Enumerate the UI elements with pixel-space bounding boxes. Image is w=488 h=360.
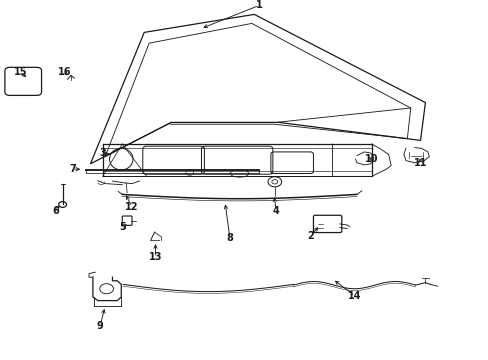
Text: 9: 9 (97, 321, 103, 331)
Text: 10: 10 (364, 154, 378, 164)
Text: 11: 11 (413, 158, 427, 168)
Text: 1: 1 (255, 0, 262, 10)
Text: 6: 6 (53, 206, 60, 216)
Text: 5: 5 (119, 222, 125, 232)
Text: 2: 2 (306, 231, 313, 241)
Text: 3: 3 (99, 148, 106, 158)
Text: 14: 14 (347, 291, 361, 301)
Text: 15: 15 (14, 67, 27, 77)
Text: 7: 7 (69, 164, 76, 174)
Text: 12: 12 (125, 202, 139, 212)
Text: 13: 13 (148, 252, 162, 262)
Text: 8: 8 (226, 233, 233, 243)
Text: 16: 16 (58, 67, 71, 77)
Text: 4: 4 (272, 206, 279, 216)
